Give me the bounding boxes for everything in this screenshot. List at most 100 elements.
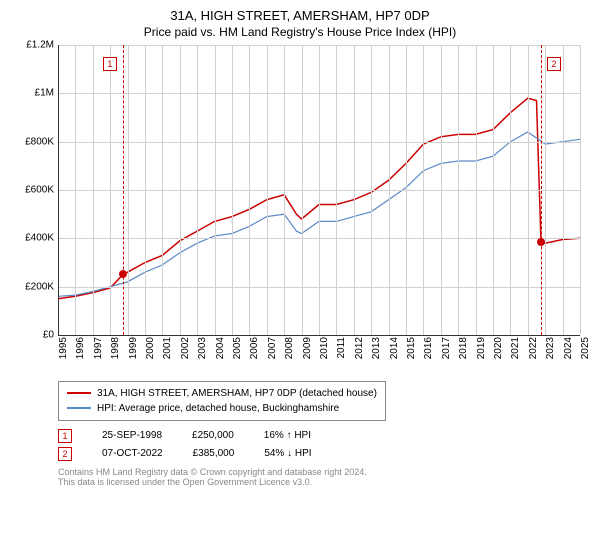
gridline-v (510, 45, 511, 335)
chart-title: 31A, HIGH STREET, AMERSHAM, HP7 0DP (12, 8, 588, 25)
y-axis: £0£200K£400K£600K£800K£1M£1.2M (12, 45, 56, 335)
event-box: 2 (58, 447, 72, 461)
gridline-v (441, 45, 442, 335)
x-tick-label: 1995 (58, 337, 69, 359)
x-tick-label: 2019 (476, 337, 487, 359)
x-tick-label: 2014 (389, 337, 400, 359)
gridline-v (162, 45, 163, 335)
x-tick-label: 2009 (302, 337, 313, 359)
x-tick-label: 2022 (528, 337, 539, 359)
x-tick-label: 2003 (197, 337, 208, 359)
legend-label: HPI: Average price, detached house, Buck… (97, 401, 339, 416)
x-tick-label: 2010 (319, 337, 330, 359)
x-tick-label: 1998 (110, 337, 121, 359)
x-tick-label: 2023 (545, 337, 556, 359)
gridline-v (371, 45, 372, 335)
event-date: 07-OCT-2022 (102, 448, 163, 459)
gridline-v (545, 45, 546, 335)
gridline-v (180, 45, 181, 335)
event-date: 25-SEP-1998 (102, 430, 162, 441)
event-price: £250,000 (192, 430, 234, 441)
gridline-v (128, 45, 129, 335)
x-tick-label: 2018 (458, 337, 469, 359)
gridline-v (389, 45, 390, 335)
x-tick-label: 2004 (215, 337, 226, 359)
x-tick-label: 2017 (441, 337, 452, 359)
footnote-line-2: This data is licensed under the Open Gov… (58, 477, 588, 487)
x-tick-label: 2007 (267, 337, 278, 359)
legend-label: 31A, HIGH STREET, AMERSHAM, HP7 0DP (det… (97, 386, 377, 401)
gridline-v (406, 45, 407, 335)
y-tick-label: £200K (25, 281, 54, 292)
x-tick-label: 2024 (563, 337, 574, 359)
gridline-v (476, 45, 477, 335)
event-row-2: 2 07-OCT-2022 £385,000 54% ↓ HPI (58, 447, 588, 461)
x-axis: 1995199619971998199920002001200220032004… (58, 335, 580, 375)
event-price: £385,000 (193, 448, 235, 459)
legend: 31A, HIGH STREET, AMERSHAM, HP7 0DP (det… (58, 381, 386, 421)
x-tick-label: 1999 (128, 337, 139, 359)
legend-row: 31A, HIGH STREET, AMERSHAM, HP7 0DP (det… (67, 386, 377, 401)
marker-dot-2 (537, 238, 545, 246)
gridline-v (93, 45, 94, 335)
gridline-v (232, 45, 233, 335)
gridline-v (267, 45, 268, 335)
marker-vline-1 (123, 45, 124, 335)
legend-row: HPI: Average price, detached house, Buck… (67, 401, 377, 416)
marker-box-2: 2 (547, 57, 561, 71)
gridline-v (528, 45, 529, 335)
x-tick-label: 2020 (493, 337, 504, 359)
y-tick-label: £1.2M (26, 39, 54, 50)
x-tick-label: 2000 (145, 337, 156, 359)
gridline-v (336, 45, 337, 335)
x-tick-label: 1996 (75, 337, 86, 359)
y-tick-label: £400K (25, 233, 54, 244)
gridline-v (580, 45, 581, 335)
gridline-v (145, 45, 146, 335)
marker-dot-1 (119, 270, 127, 278)
x-tick-label: 2006 (249, 337, 260, 359)
legend-swatch (67, 392, 91, 394)
legend-swatch (67, 407, 91, 409)
y-tick-label: £1M (35, 88, 54, 99)
event-box: 1 (58, 429, 72, 443)
marker-box-1: 1 (103, 57, 117, 71)
gridline-v (215, 45, 216, 335)
event-table: 1 25-SEP-1998 £250,000 16% ↑ HPI 2 07-OCT-202… (58, 429, 588, 461)
plot-region: 12 (58, 45, 580, 335)
x-tick-label: 2016 (423, 337, 434, 359)
gridline-v (75, 45, 76, 335)
gridline-v (197, 45, 198, 335)
event-delta: 16% ↑ HPI (264, 430, 311, 441)
gridline-v (110, 45, 111, 335)
footnote: Contains HM Land Registry data © Crown c… (58, 467, 588, 487)
gridline-v (423, 45, 424, 335)
y-tick-label: £0 (43, 329, 54, 340)
x-tick-label: 2008 (284, 337, 295, 359)
gridline-v (284, 45, 285, 335)
x-tick-label: 2011 (336, 337, 347, 359)
y-axis-line (58, 45, 59, 335)
x-tick-label: 2015 (406, 337, 417, 359)
gridline-v (458, 45, 459, 335)
gridline-v (563, 45, 564, 335)
gridline-v (302, 45, 303, 335)
event-delta: 54% ↓ HPI (264, 448, 311, 459)
gridline-v (354, 45, 355, 335)
x-tick-label: 2025 (580, 337, 591, 359)
gridline-v (249, 45, 250, 335)
x-tick-label: 2002 (180, 337, 191, 359)
chart-subtitle: Price paid vs. HM Land Registry's House … (12, 25, 588, 39)
chart-container: 31A, HIGH STREET, AMERSHAM, HP7 0DP Pric… (0, 0, 600, 560)
marker-vline-2 (541, 45, 542, 335)
x-tick-label: 2021 (510, 337, 521, 359)
gridline-v (319, 45, 320, 335)
gridline-v (493, 45, 494, 335)
x-tick-label: 2005 (232, 337, 243, 359)
event-row-1: 1 25-SEP-1998 £250,000 16% ↑ HPI (58, 429, 588, 443)
chart-area: £0£200K£400K£600K£800K£1M£1.2M 12 199519… (12, 45, 588, 375)
x-tick-label: 2012 (354, 337, 365, 359)
y-tick-label: £800K (25, 136, 54, 147)
x-tick-label: 1997 (93, 337, 104, 359)
x-tick-label: 2013 (371, 337, 382, 359)
